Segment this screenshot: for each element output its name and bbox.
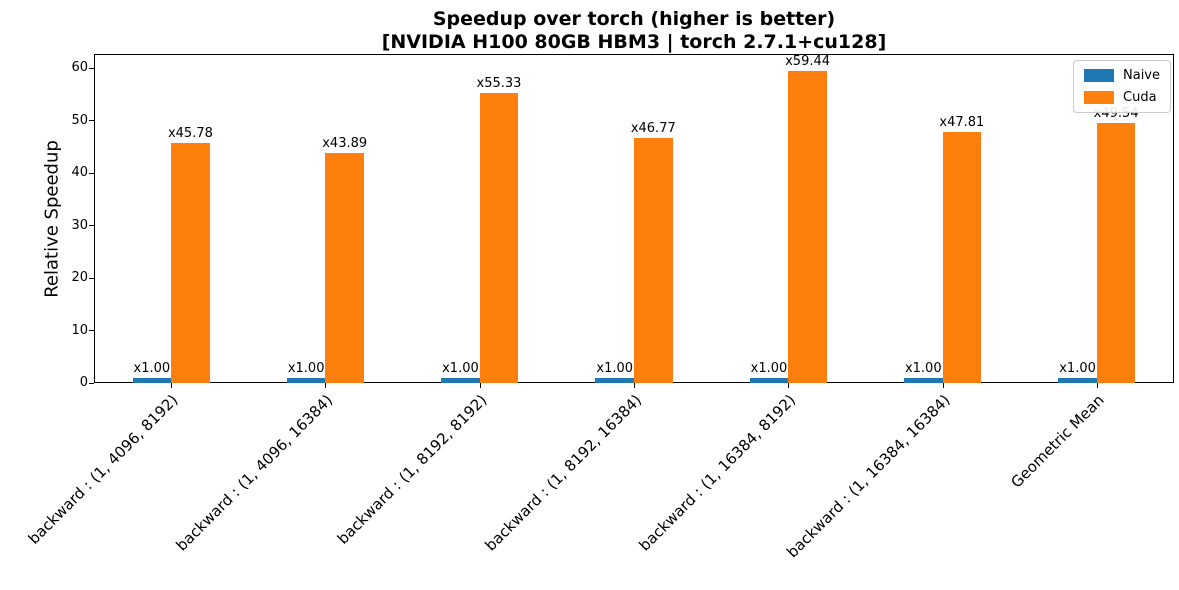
x-tick-label: backward : (1, 8192, 16384) <box>481 391 645 555</box>
legend: Naive Cuda <box>1073 60 1171 113</box>
y-tick-mark <box>89 225 94 227</box>
naive-bar <box>441 377 480 383</box>
x-tick-mark <box>788 383 790 388</box>
bar-value-label: x59.44 <box>785 54 831 70</box>
naive-bar <box>904 377 943 383</box>
legend-item-cuda: Cuda <box>1084 90 1160 105</box>
x-tick-label: backward : (1, 4096, 16384) <box>172 391 337 555</box>
y-tick-mark <box>89 330 94 332</box>
bar-value-label: x1.00 <box>1059 360 1096 376</box>
legend-label-naive: Naive <box>1123 68 1160 83</box>
cuda-bar <box>942 132 982 383</box>
naive-bar <box>749 377 789 383</box>
y-tick-mark <box>89 382 94 384</box>
x-tick-mark <box>171 383 173 388</box>
bar-value-label: x1.00 <box>596 360 634 376</box>
x-tick-label: backward : (1, 16384, 16384) <box>782 391 954 562</box>
cuda-bar <box>171 142 210 383</box>
bar-value-label: x1.00 <box>133 360 171 376</box>
cuda-bar <box>634 137 673 383</box>
y-axis-label: Relative Speedup <box>41 140 63 298</box>
x-tick-mark <box>1096 383 1098 388</box>
legend-label-cuda: Cuda <box>1123 90 1157 105</box>
bar-value-label: x1.00 <box>750 360 788 376</box>
y-tick-label: 10 <box>71 322 88 338</box>
legend-item-naive: Naive <box>1084 68 1160 83</box>
naive-bar <box>595 377 634 383</box>
y-tick-mark <box>89 67 94 69</box>
bar-value-label: x1.00 <box>287 360 325 376</box>
y-tick-label: 20 <box>71 270 88 286</box>
cuda-bar <box>325 152 364 383</box>
naive-bar <box>132 377 172 383</box>
x-tick-label: backward : (1, 4096, 8192) <box>25 391 182 548</box>
x-tick-mark <box>479 383 481 388</box>
x-tick-label: backward : (1, 8192, 8192) <box>333 391 491 548</box>
y-tick-mark <box>89 172 94 174</box>
naive-bar <box>1058 377 1097 383</box>
y-tick-label: 0 <box>79 375 88 390</box>
bar-value-label: x46.77 <box>630 120 676 136</box>
x-tick-mark <box>942 383 944 388</box>
naive-bar <box>286 377 326 383</box>
bar-value-label: x47.81 <box>939 115 985 131</box>
y-tick-label: 40 <box>71 165 88 181</box>
cuda-color-swatch <box>1084 91 1114 104</box>
chart-title-block: Speedup over torch (higher is better) [N… <box>94 8 1174 54</box>
x-tick-mark <box>325 383 327 388</box>
y-tick-label: 50 <box>71 112 88 128</box>
naive-color-swatch <box>1084 69 1114 82</box>
chart-subtitle: [NVIDIA H100 80GB HBM3 | torch 2.7.1+cu1… <box>381 31 887 53</box>
bar-value-label: x1.00 <box>904 360 942 376</box>
chart-title: Speedup over torch (higher is better) <box>432 8 836 30</box>
bar-value-label: x1.00 <box>442 360 479 376</box>
y-tick-mark <box>89 277 94 279</box>
cuda-bar <box>479 92 519 383</box>
y-tick-label: 30 <box>71 217 88 233</box>
bar-value-label: x45.78 <box>167 125 213 141</box>
x-tick-label: backward : (1, 16384, 8192) <box>635 391 800 555</box>
y-tick-label: 60 <box>71 60 88 76</box>
bar-value-label: x43.89 <box>322 135 368 151</box>
y-tick-mark <box>89 120 94 122</box>
bar-value-label: x55.33 <box>476 75 522 91</box>
x-tick-mark <box>634 383 635 388</box>
cuda-bar <box>1096 123 1136 383</box>
x-tick-label: Geometric Mean <box>1007 391 1108 492</box>
cuda-bar <box>788 71 827 383</box>
